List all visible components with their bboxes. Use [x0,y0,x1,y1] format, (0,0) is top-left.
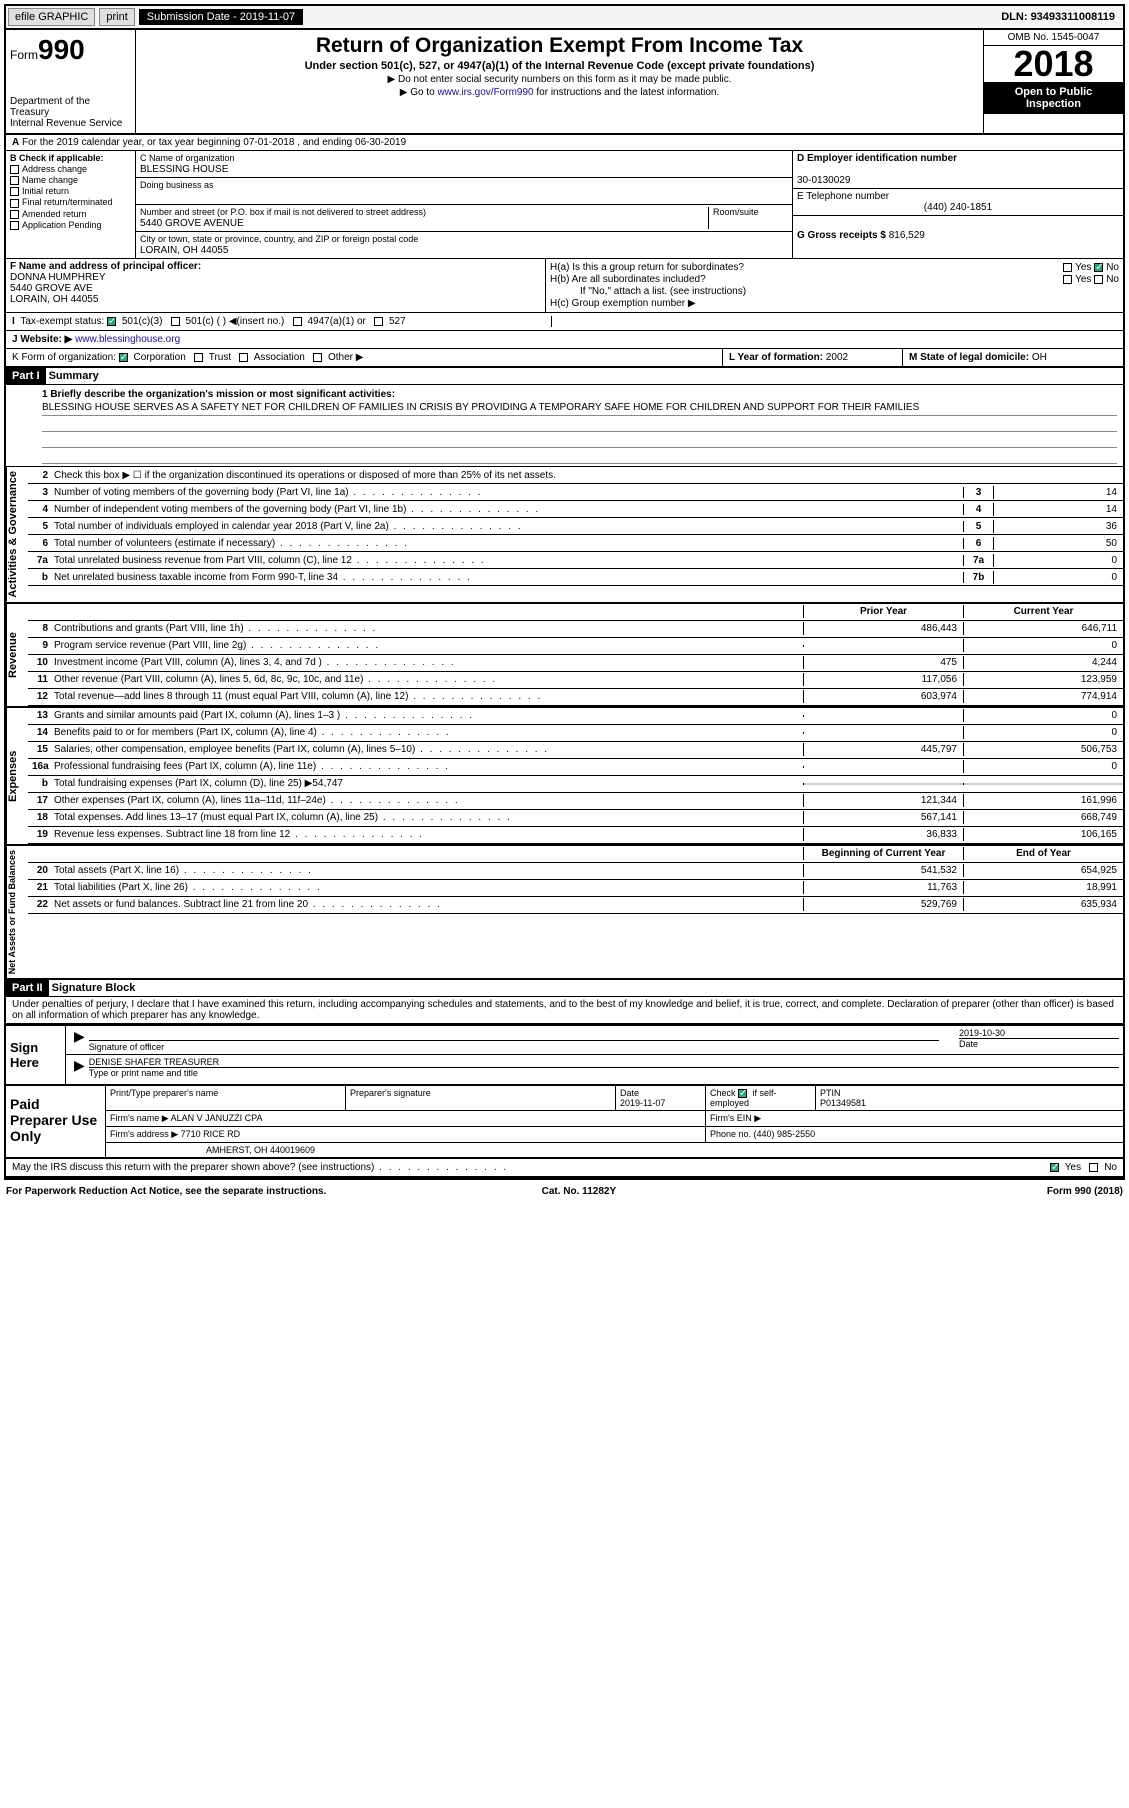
open-public-badge: Open to Public Inspection [984,82,1123,114]
data-row: bTotal fundraising expenses (Part IX, co… [28,776,1123,793]
check-ha-no[interactable] [1094,263,1103,272]
data-row: 11Other revenue (Part VIII, column (A), … [28,672,1123,689]
check-hb-no[interactable] [1094,275,1103,284]
arrow-icon: ▶ [74,1057,85,1078]
org-name: BLESSING HOUSE [140,164,228,175]
gov-row: 3Number of voting members of the governi… [28,484,1123,501]
gross-receipts: 816,529 [889,230,925,241]
state-domicile: OH [1032,352,1047,363]
firm-address: 7710 RICE RD [181,1129,241,1139]
officer-name-title: DENISE SHAFER TREASURER [89,1057,1119,1068]
gov-row: 2Check this box ▶ ☐ if the organization … [28,467,1123,484]
paid-preparer-label: Paid Preparer Use Only [6,1086,106,1157]
check-name-change[interactable] [10,176,19,185]
line-a-period: A For the 2019 calendar year, or tax yea… [6,135,1123,151]
sign-date: 2019-10-30 [959,1028,1119,1039]
section-governance: Activities & Governance [6,467,28,602]
gov-row: 7aTotal unrelated business revenue from … [28,552,1123,569]
org-city: LORAIN, OH 44055 [140,245,228,256]
check-amended[interactable] [10,210,19,219]
check-app-pending[interactable] [10,221,19,230]
check-hb-yes[interactable] [1063,275,1072,284]
data-row: 15Salaries, other compensation, employee… [28,742,1123,759]
data-row: 13Grants and similar amounts paid (Part … [28,708,1123,725]
section-b-checkboxes: B Check if applicable: Address change Na… [6,151,136,258]
data-row: 9Program service revenue (Part VIII, lin… [28,638,1123,655]
sign-here-label: Sign Here [6,1026,66,1084]
data-row: 20Total assets (Part X, line 16)541,5326… [28,863,1123,880]
arrow-icon: ▶ [74,1028,85,1052]
check-initial-return[interactable] [10,187,19,196]
dln: DLN: 93493311008119 [993,9,1123,25]
part1-header: Part I [6,368,46,384]
check-501c3[interactable] [107,317,116,326]
form-id-block: Form990 Department of the Treasury Inter… [6,30,136,133]
data-row: 12Total revenue—add lines 8 through 11 (… [28,689,1123,706]
print-button[interactable]: print [99,8,134,26]
part2-header: Part II [6,980,49,996]
check-irs-no[interactable] [1089,1163,1098,1172]
data-row: 8Contributions and grants (Part VIII, li… [28,621,1123,638]
gov-row: 6Total number of volunteers (estimate if… [28,535,1123,552]
check-ha-yes[interactable] [1063,263,1072,272]
data-row: 14Benefits paid to or for members (Part … [28,725,1123,742]
check-final-return[interactable] [10,199,19,208]
gov-row: 4Number of independent voting members of… [28,501,1123,518]
data-row: 21Total liabilities (Part X, line 26)11,… [28,880,1123,897]
form-version: Form 990 (2018) [1047,1186,1123,1197]
officer-name: DONNA HUMPHREY [10,272,541,283]
irs-link[interactable]: www.irs.gov/Form990 [437,87,533,98]
check-address-change[interactable] [10,165,19,174]
data-row: 19Revenue less expenses. Subtract line 1… [28,827,1123,844]
submission-date: Submission Date - 2019-11-07 [139,9,303,25]
top-toolbar: efile GRAPHIC print Submission Date - 20… [6,6,1123,30]
section-revenue: Revenue [6,604,28,706]
efile-label: efile GRAPHIC [8,8,95,26]
data-row: 10Investment income (Part VIII, column (… [28,655,1123,672]
gov-row: bNet unrelated business taxable income f… [28,569,1123,586]
check-corp[interactable] [119,353,128,362]
ptin: P01349581 [820,1098,866,1108]
data-row: 16aProfessional fundraising fees (Part I… [28,759,1123,776]
ein: 30-0130029 [797,175,850,186]
mission-text: BLESSING HOUSE SERVES AS A SAFETY NET FO… [42,400,1117,416]
penalty-statement: Under penalties of perjury, I declare th… [6,997,1123,1024]
check-irs-yes[interactable] [1050,1163,1059,1172]
data-row: 18Total expenses. Add lines 13–17 (must … [28,810,1123,827]
website-link[interactable]: www.blessinghouse.org [75,334,180,345]
tax-year: 2018 [984,46,1123,82]
gov-row: 5Total number of individuals employed in… [28,518,1123,535]
org-address: 5440 GROVE AVENUE [140,218,244,229]
telephone: (440) 240-1851 [797,202,1119,213]
paperwork-notice: For Paperwork Reduction Act Notice, see … [6,1186,326,1197]
cat-no: Cat. No. 11282Y [542,1186,616,1197]
check-self-employed[interactable] [738,1089,747,1098]
year-formation: 2002 [826,352,848,363]
data-row: 17Other expenses (Part IX, column (A), l… [28,793,1123,810]
form-title: Return of Organization Exempt From Incom… [140,34,979,58]
firm-name: ALAN V JANUZZI CPA [171,1113,263,1123]
data-row: 22Net assets or fund balances. Subtract … [28,897,1123,914]
section-expenses: Expenses [6,708,28,844]
section-netassets: Net Assets or Fund Balances [6,846,28,978]
